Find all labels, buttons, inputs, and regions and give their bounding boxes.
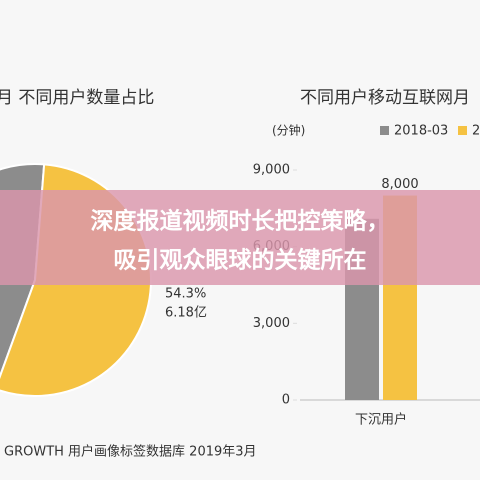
bar-title: 不同用户移动互联网月 [300, 88, 470, 108]
banner [0, 190, 480, 285]
legend-swatch [458, 126, 467, 135]
y-tick-label: 3,000 [253, 316, 290, 331]
legend-label: 2019-03 [472, 124, 480, 139]
pie-annotation: 6.18亿 [165, 306, 207, 321]
x-tick-label: 下沉用户 [355, 412, 407, 428]
y-tick-label: 9,000 [253, 163, 290, 178]
pie-label: 54.3% [165, 287, 206, 302]
y-tick-label: 0 [282, 393, 290, 408]
banner-line: 深度报道视频时长把控策略， [91, 208, 390, 235]
legend-label: 2018-03 [394, 124, 448, 139]
pie-title: 月 不同用户数量占比 [0, 88, 154, 108]
legend-swatch [380, 126, 389, 135]
bar-label: 8,000 [381, 177, 418, 192]
y-unit: (分钟) [272, 123, 305, 138]
footer: GROWTH 用户画像标签数据库 2019年3月 [4, 444, 257, 460]
banner-line: 吸引观众眼球的关键所在 [114, 247, 367, 274]
